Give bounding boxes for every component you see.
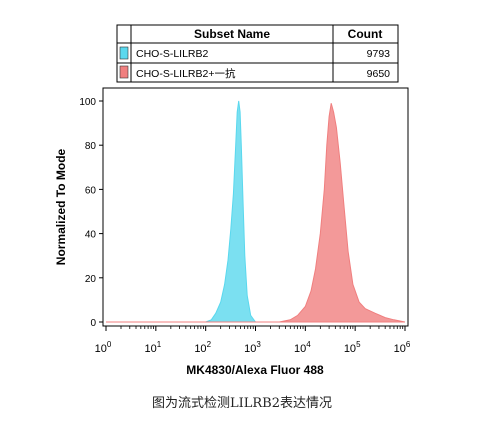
legend-row-name-cho-s-lilrb2-primary: CHO-S-LILRB2+一抗 <box>136 67 236 80</box>
y-tick-label-100: 100 <box>79 97 96 108</box>
y-tick-label-80: 80 <box>85 141 97 152</box>
legend-header-subset-name: Subset Name <box>194 27 270 41</box>
x-axis-label: MK4830/Alexa Fluor 488 <box>186 363 324 377</box>
x-tick-exponent-6: 6 <box>406 340 411 349</box>
x-tick-label-1: 101 <box>144 340 161 355</box>
legend-row-name-cho-s-lilrb2: CHO-S-LILRB2 <box>136 48 209 60</box>
x-tick-exponent-5: 5 <box>356 340 361 349</box>
x-tick-base-5: 10 <box>344 343 356 355</box>
legend-header-count: Count <box>348 27 383 41</box>
x-tick-label-5: 105 <box>344 340 361 355</box>
x-tick-base-6: 10 <box>394 343 406 355</box>
plot-frame <box>102 87 409 327</box>
histogram-series-cho-s-lilrb2-0 <box>106 100 405 323</box>
legend-row-count-cho-s-lilrb2: 9793 <box>367 48 391 60</box>
x-tick-base-3: 10 <box>244 343 256 355</box>
figure-caption: 图为流式检测LILRB2表达情况 <box>151 396 332 411</box>
y-tick-label-20: 20 <box>85 274 97 285</box>
legend-swatch-cho-s-lilrb2-primary <box>119 65 129 79</box>
histogram-series-layer <box>106 100 406 323</box>
x-tick-exponent-3: 3 <box>256 340 261 349</box>
x-tick-base-4: 10 <box>294 343 306 355</box>
x-tick-exponent-0: 0 <box>107 340 112 349</box>
x-tick-label-3: 103 <box>244 340 261 355</box>
x-tick-label-2: 102 <box>194 340 211 355</box>
x-tick-exponent-2: 2 <box>207 340 212 349</box>
x-tick-label-0: 100 <box>95 340 112 355</box>
legend-swatch-cho-s-lilrb2 <box>119 46 129 60</box>
x-tick-base-2: 10 <box>194 343 206 355</box>
y-tick-label-40: 40 <box>85 230 97 241</box>
x-tick-base-1: 10 <box>144 343 156 355</box>
x-tick-base-0: 10 <box>95 343 107 355</box>
y-tick-label-0: 0 <box>90 318 96 329</box>
legend-row-count-cho-s-lilrb2-primary: 9650 <box>367 68 391 80</box>
y-tick-label-60: 60 <box>85 185 97 196</box>
x-tick-label-6: 106 <box>394 340 411 355</box>
histogram-series-cho-s-lilrb2-1 <box>106 103 406 323</box>
legend-table-border <box>116 24 399 83</box>
y-axis-ticks: 0 20 40 60 80 100 <box>79 97 103 329</box>
x-axis-ticks: 100 101 102 103 104 105 106 <box>95 326 411 355</box>
y-axis-label: Normalized To Mode <box>54 148 68 265</box>
legend-table: Subset Name Count CHO-S-LILRB2 9793 CHO-… <box>116 24 399 83</box>
x-tick-exponent-1: 1 <box>157 340 162 349</box>
x-tick-exponent-4: 4 <box>306 340 311 349</box>
x-tick-label-4: 104 <box>294 340 311 355</box>
